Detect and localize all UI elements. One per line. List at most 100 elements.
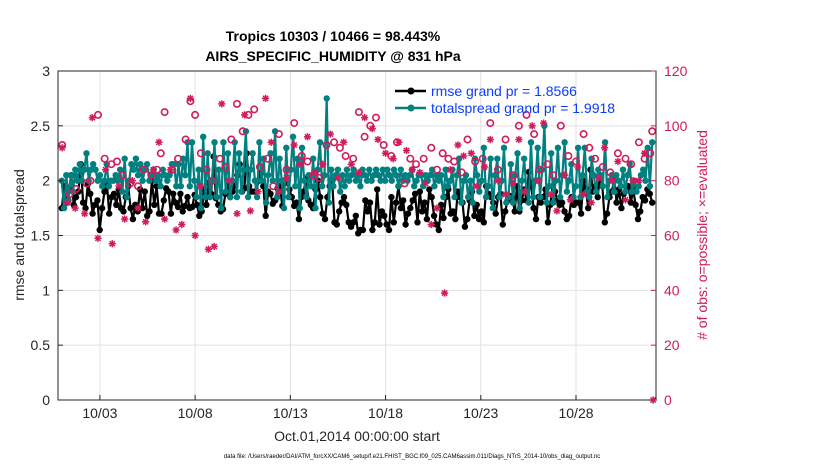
totalspread-point	[121, 155, 128, 162]
rmse-point	[120, 208, 127, 215]
rmse-point	[340, 193, 348, 201]
totalspread-point	[81, 166, 88, 173]
totalspread-point	[337, 188, 344, 195]
totalspread-point	[478, 177, 485, 184]
obs-evaluated-marker	[334, 174, 342, 182]
obs-evaluated-marker	[421, 179, 430, 188]
obs-evaluated-stroke	[622, 196, 629, 203]
rmse-point	[416, 188, 423, 195]
totalspread-point	[74, 177, 81, 184]
obs-evaluated-stroke	[609, 177, 616, 184]
totalspread-point	[413, 177, 420, 184]
obs-possible-marker	[634, 138, 643, 147]
x-axis-label: Oct.01,2014 00:00:00 start	[274, 428, 440, 444]
obs-evaluated-marker	[528, 122, 536, 130]
obs-evaluated-stroke	[433, 204, 441, 212]
obs-evaluated-marker	[402, 146, 411, 155]
rmse-point	[369, 226, 376, 234]
obs-evaluated-marker	[408, 166, 416, 174]
totalspread-point	[379, 166, 386, 173]
totalspread-point	[292, 183, 299, 190]
obs-evaluated-marker	[509, 179, 517, 188]
totalspread-point	[222, 188, 229, 195]
obs-evaluated-marker	[368, 124, 376, 133]
totalspread-point	[312, 204, 319, 212]
totalspread-point	[381, 177, 389, 184]
obs-evaluated-marker	[553, 207, 561, 215]
obs-possible-marker	[522, 110, 531, 119]
totalspread-point	[148, 172, 155, 179]
totalspread-point	[303, 193, 310, 201]
obs-evaluated-stroke	[187, 95, 194, 102]
totalspread-point	[534, 144, 541, 151]
obs-evaluated-marker	[480, 163, 489, 171]
totalspread-point	[96, 172, 104, 179]
obs-evaluated-marker	[204, 245, 213, 253]
totalspread-point	[485, 183, 492, 190]
chart-title-line2: AIRS_SPECIFIC_HUMIDITY @ 831 hPa	[205, 48, 461, 64]
totalspread-point	[269, 177, 276, 184]
rmse-point	[492, 210, 499, 217]
y-left-tick-label: 0.5	[31, 337, 51, 353]
obs-evaluated-marker	[58, 144, 66, 152]
rmse-point	[98, 204, 106, 212]
obs-evaluated-marker	[587, 199, 595, 207]
rmse-point	[295, 215, 303, 223]
totalspread-point	[431, 183, 438, 190]
obs-evaluated-stroke	[262, 95, 269, 102]
rmse-point	[433, 221, 440, 228]
obs-evaluated-stroke	[319, 161, 326, 168]
obs-evaluated-stroke	[534, 177, 542, 184]
obs-possible-marker	[354, 108, 363, 117]
y-left-tick-label: 2.5	[31, 118, 51, 134]
rmse-point	[317, 193, 324, 201]
legend-rmse-marker	[407, 87, 415, 95]
rmse-point	[532, 215, 540, 223]
totalspread-point	[251, 177, 259, 184]
obs-evaluated-stroke	[416, 169, 423, 176]
totalspread-point	[262, 199, 270, 206]
rmse-point	[426, 186, 433, 193]
rmse-point	[464, 215, 471, 223]
totalspread-point	[110, 177, 117, 184]
obs-evaluated-marker	[121, 215, 129, 223]
obs-evaluated-stroke	[233, 210, 241, 217]
obs-evaluated-marker	[319, 160, 327, 168]
totalspread-point	[496, 193, 503, 201]
totalspread-point	[469, 199, 476, 206]
totalspread-point	[507, 161, 514, 168]
totalspread-point	[197, 204, 205, 212]
obs-possible-marker	[282, 165, 291, 174]
rmse-point	[94, 197, 101, 204]
obs-evaluated-stroke	[595, 174, 602, 182]
chart-title-line1: Tropics 10303 / 10466 = 98.443%	[226, 28, 441, 44]
rmse-point	[558, 199, 566, 206]
totalspread-point	[521, 155, 528, 162]
rmse-point	[388, 193, 395, 201]
obs-evaluated-marker	[261, 94, 270, 103]
legend: rmse grand pr = 1.8566 totalspread grand…	[395, 83, 615, 116]
totalspread-point	[224, 150, 232, 157]
totalspread-point	[635, 183, 642, 190]
rmse-point	[167, 210, 175, 217]
obs-evaluated-stroke	[468, 150, 475, 157]
totalspread-point	[307, 183, 315, 190]
obs-evaluated-marker	[520, 188, 529, 196]
totalspread-point	[321, 172, 328, 179]
totalspread-point	[550, 199, 557, 206]
totalspread-point	[482, 193, 490, 201]
obs-evaluated-stroke	[155, 139, 163, 146]
totalspread-point	[267, 150, 274, 157]
totalspread-point	[72, 166, 79, 173]
totalspread-point	[227, 193, 234, 201]
obs-evaluated-marker	[218, 100, 226, 108]
rmse-point	[402, 221, 409, 228]
totalspread-point	[298, 144, 306, 151]
rmse-point	[146, 208, 153, 215]
rmse-point	[428, 193, 435, 201]
obs-evaluated-marker	[246, 207, 254, 215]
rmse-point	[376, 221, 383, 228]
rmse-point	[419, 208, 426, 215]
x-tick-label: 10/08	[178, 405, 213, 421]
obs-evaluated-stroke	[191, 232, 199, 239]
